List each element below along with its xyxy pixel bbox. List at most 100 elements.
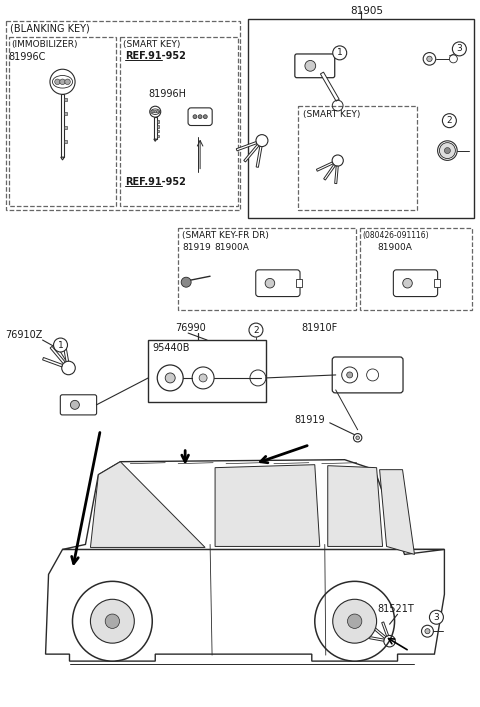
Ellipse shape: [151, 109, 160, 115]
Circle shape: [265, 279, 275, 288]
Bar: [433, 279, 440, 287]
Text: 3: 3: [456, 45, 462, 54]
Bar: [9, 37, 116, 206]
Text: REF.91-952: REF.91-952: [125, 51, 186, 61]
Circle shape: [198, 115, 202, 119]
Circle shape: [452, 42, 467, 56]
Polygon shape: [90, 462, 205, 547]
Text: 81919: 81919: [295, 415, 325, 425]
Text: 1: 1: [58, 341, 63, 349]
Polygon shape: [380, 469, 415, 554]
Polygon shape: [335, 166, 338, 184]
Bar: [248, 19, 474, 218]
Circle shape: [367, 369, 379, 381]
Bar: [64, 126, 67, 129]
Text: (BLANKING KEY): (BLANKING KEY): [10, 24, 89, 34]
Circle shape: [443, 146, 452, 155]
Circle shape: [438, 141, 457, 160]
Text: 81996C: 81996C: [8, 52, 45, 62]
Polygon shape: [321, 72, 339, 101]
FancyBboxPatch shape: [60, 395, 96, 415]
Text: 81905: 81905: [351, 6, 384, 16]
Circle shape: [60, 79, 65, 85]
Circle shape: [55, 79, 60, 85]
Polygon shape: [62, 460, 444, 554]
Bar: [360, 228, 472, 310]
Polygon shape: [382, 622, 389, 636]
Circle shape: [425, 629, 430, 633]
Circle shape: [348, 614, 362, 629]
Circle shape: [65, 79, 70, 85]
Circle shape: [449, 55, 457, 63]
Bar: [154, 117, 156, 139]
Circle shape: [50, 69, 75, 94]
Text: 2: 2: [253, 325, 259, 334]
Text: 81919: 81919: [182, 243, 211, 252]
Bar: [6, 21, 240, 211]
Circle shape: [156, 110, 159, 113]
Text: 81521T: 81521T: [378, 604, 414, 614]
Ellipse shape: [52, 76, 72, 88]
Circle shape: [333, 600, 377, 643]
Bar: [64, 112, 67, 115]
Bar: [64, 98, 67, 101]
Polygon shape: [373, 627, 386, 638]
Circle shape: [427, 56, 432, 62]
Text: (080426-091116): (080426-091116): [363, 231, 429, 240]
Polygon shape: [154, 139, 156, 141]
FancyBboxPatch shape: [295, 54, 335, 78]
FancyBboxPatch shape: [393, 270, 438, 296]
Text: (IMMOBILIZER): (IMMOBILIZER): [12, 40, 78, 49]
Circle shape: [150, 106, 161, 117]
Circle shape: [423, 52, 436, 65]
Circle shape: [181, 277, 191, 287]
Polygon shape: [324, 165, 336, 180]
Bar: [156, 129, 159, 132]
Circle shape: [305, 61, 316, 71]
Bar: [64, 140, 67, 144]
Circle shape: [333, 46, 347, 60]
Bar: [61, 94, 64, 157]
Polygon shape: [50, 346, 65, 363]
Bar: [148, 340, 266, 402]
Polygon shape: [328, 466, 383, 547]
Bar: [156, 134, 159, 137]
Circle shape: [152, 110, 154, 113]
Text: (SMART KEY): (SMART KEY): [303, 110, 360, 119]
Bar: [120, 37, 238, 206]
Polygon shape: [62, 341, 69, 361]
Text: 3: 3: [433, 613, 439, 621]
Text: REF.91-952: REF.91-952: [125, 177, 186, 187]
FancyBboxPatch shape: [332, 357, 403, 393]
FancyBboxPatch shape: [256, 270, 300, 296]
Polygon shape: [215, 464, 320, 547]
Polygon shape: [43, 358, 62, 367]
Polygon shape: [61, 157, 64, 160]
Polygon shape: [256, 146, 262, 168]
Circle shape: [353, 433, 362, 442]
Text: 81900A: 81900A: [378, 243, 412, 252]
Bar: [296, 279, 302, 287]
Circle shape: [342, 367, 358, 383]
Text: 95440B: 95440B: [152, 343, 190, 353]
Text: 81900A: 81900A: [214, 243, 249, 252]
Circle shape: [315, 581, 395, 661]
Circle shape: [403, 279, 412, 288]
Circle shape: [193, 115, 197, 119]
Bar: [156, 120, 159, 123]
Circle shape: [90, 600, 134, 643]
Circle shape: [54, 338, 68, 352]
Polygon shape: [244, 144, 259, 162]
Circle shape: [430, 610, 444, 624]
Text: (SMART KEY-FR DR): (SMART KEY-FR DR): [182, 231, 269, 240]
Circle shape: [165, 373, 175, 383]
Bar: [298, 106, 418, 211]
Circle shape: [105, 614, 120, 629]
Circle shape: [439, 143, 456, 158]
Polygon shape: [46, 549, 444, 661]
Circle shape: [204, 115, 207, 119]
Circle shape: [356, 436, 360, 440]
Polygon shape: [370, 636, 384, 641]
Text: 81996H: 81996H: [148, 89, 186, 99]
Text: 76910Z: 76910Z: [6, 330, 43, 340]
